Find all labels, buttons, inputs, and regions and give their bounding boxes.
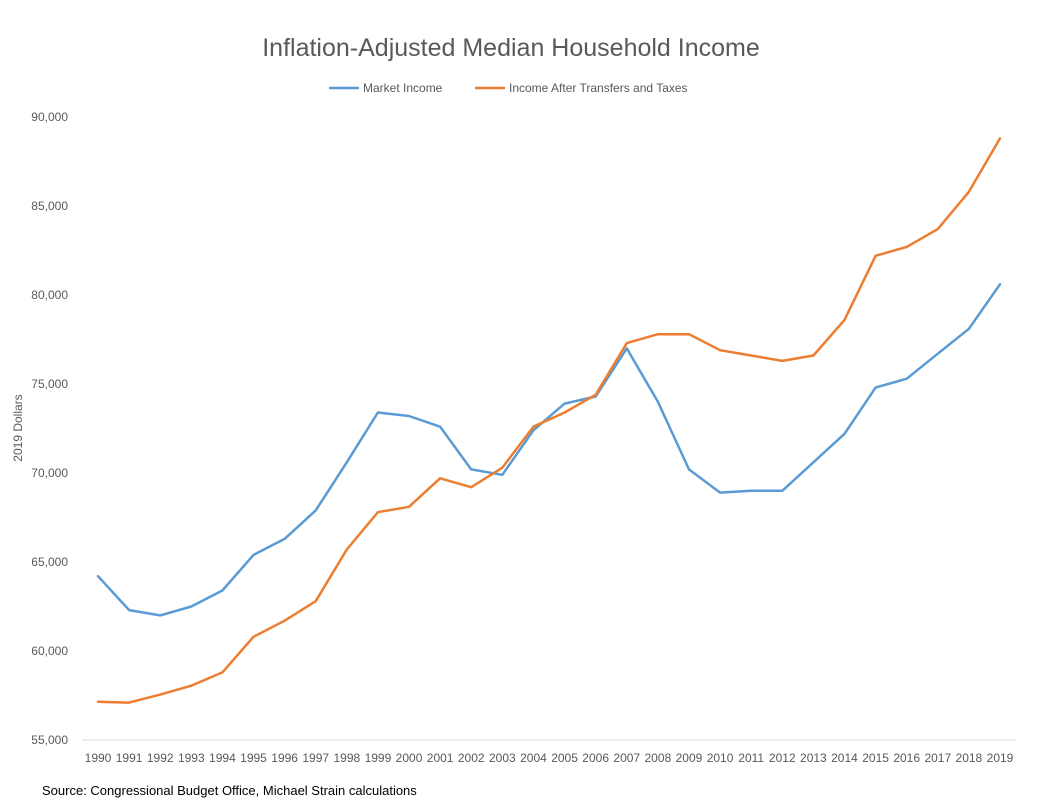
x-tick-label: 1994 [209, 751, 236, 765]
x-tick-label: 1997 [302, 751, 329, 765]
x-tick-label: 2019 [987, 751, 1014, 765]
x-tick-label: 2002 [458, 751, 485, 765]
x-tick-label: 1990 [85, 751, 112, 765]
y-tick-label: 90,000 [31, 110, 68, 124]
x-tick-label: 2008 [645, 751, 672, 765]
x-tick-label: 1992 [147, 751, 174, 765]
series-lines [96, 137, 1002, 704]
y-tick-label: 75,000 [31, 377, 68, 391]
x-tick-label: 2010 [707, 751, 734, 765]
x-tick-label: 2007 [613, 751, 640, 765]
series-line-0 [96, 283, 1002, 617]
y-tick-label: 85,000 [31, 199, 68, 213]
x-tick-label: 2012 [769, 751, 796, 765]
legend-label-0: Market Income [363, 81, 443, 95]
y-axis-ticks: 55,000 60,000 65,000 70,000 75,000 80,000 85,0… [31, 110, 68, 747]
x-tick-label: 1999 [365, 751, 392, 765]
x-tick-label: 2006 [582, 751, 609, 765]
x-tick-label: 2014 [831, 751, 858, 765]
x-tick-label: 1998 [333, 751, 360, 765]
x-tick-label: 2001 [427, 751, 454, 765]
x-tick-label: 2015 [862, 751, 889, 765]
y-tick-label: 80,000 [31, 288, 68, 302]
y-axis-label: 2019 Dollars [11, 394, 25, 461]
series-line-1 [96, 137, 1002, 704]
x-tick-label: 2018 [956, 751, 983, 765]
x-tick-label: 2011 [738, 751, 764, 765]
y-tick-label: 60,000 [31, 644, 68, 658]
x-tick-label: 1996 [271, 751, 298, 765]
x-tick-label: 2004 [520, 751, 547, 765]
x-tick-label: 2017 [924, 751, 951, 765]
x-tick-label: 2009 [676, 751, 703, 765]
x-tick-label: 1991 [116, 751, 143, 765]
y-tick-label: 70,000 [31, 466, 68, 480]
x-tick-label: 2013 [800, 751, 827, 765]
x-tick-label: 2000 [396, 751, 423, 765]
y-tick-label: 65,000 [31, 555, 68, 569]
chart-title: Inflation-Adjusted Median Household Inco… [262, 34, 760, 62]
y-tick-label: 55,000 [31, 733, 68, 747]
x-tick-label: 2016 [893, 751, 920, 765]
legend-label-1: Income After Transfers and Taxes [509, 81, 688, 95]
x-tick-label: 1995 [240, 751, 267, 765]
x-tick-label: 1993 [178, 751, 205, 765]
x-axis-ticks: 1990 1991 1992 1993 1994 1995 1996 1997 1998 1999… [85, 751, 1014, 765]
x-tick-label: 2005 [551, 751, 578, 765]
legend: Market Income Income After Transfers and … [329, 81, 688, 95]
source-note: Source: Congressional Budget Office, Mic… [42, 783, 417, 798]
x-tick-label: 2003 [489, 751, 516, 765]
